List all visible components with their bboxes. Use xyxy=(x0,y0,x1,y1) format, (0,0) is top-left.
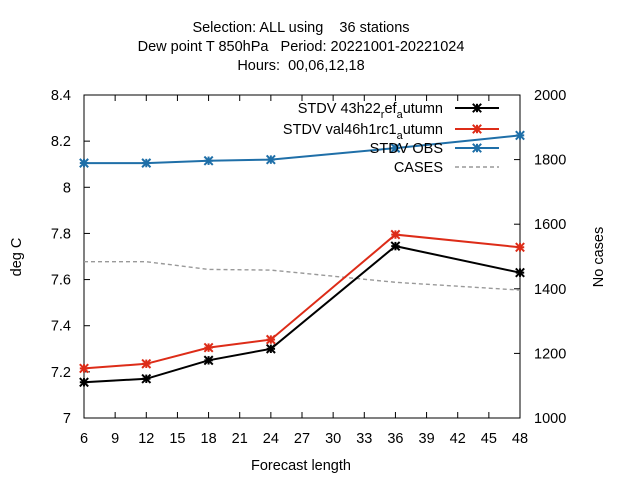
legend-label: CASES xyxy=(394,160,443,176)
y-tick-label: 7.8 xyxy=(51,226,71,242)
x-tick-label: 21 xyxy=(232,431,248,447)
legend-label: STDV val46h1rc1autumn xyxy=(283,122,443,142)
plot-frame xyxy=(83,94,521,419)
y-axis-label: deg C xyxy=(9,238,25,277)
legend-entry: STDV val46h1rc1autumn xyxy=(283,122,499,142)
series-point xyxy=(515,130,525,141)
x-axis-label: Forecast length xyxy=(251,458,351,474)
series-point xyxy=(79,377,89,388)
series-point xyxy=(515,267,525,278)
y2-tick-label: 1600 xyxy=(534,217,566,233)
y2-tick-label: 1200 xyxy=(534,346,566,362)
x-tick-label: 48 xyxy=(512,431,528,447)
x-tick-label: 15 xyxy=(169,431,185,447)
series-point xyxy=(265,343,276,354)
y-tick-label: 7 xyxy=(63,411,71,427)
series-point xyxy=(265,334,276,345)
series-point xyxy=(203,155,214,166)
x-axis-ticks: 6 9 12 15 18 21 24 27 30 33 36 39 42 45 48 xyxy=(80,95,528,447)
legend-label: STDV OBS xyxy=(370,141,443,157)
legend-entry: STDV OBS xyxy=(370,141,499,157)
y2-tick-label: 1000 xyxy=(534,411,566,427)
series-point xyxy=(390,241,401,252)
series-point xyxy=(390,143,401,153)
legend-label: STDV 43h22refautumn xyxy=(298,101,443,121)
series-3 xyxy=(84,261,521,291)
title-line-1: Selection: ALL using 36 stations xyxy=(192,20,409,36)
y-tick-label: 8.4 xyxy=(51,88,71,104)
series-point xyxy=(79,158,89,168)
title-line-3: Hours: 00,06,12,18 xyxy=(237,58,364,74)
x-tick-label: 18 xyxy=(201,431,217,447)
y-tick-label: 8.2 xyxy=(51,134,71,150)
y2-axis-label: No cases xyxy=(591,227,607,287)
legend-marker xyxy=(472,103,482,113)
series-point xyxy=(141,373,152,384)
x-tick-label: 30 xyxy=(325,431,341,447)
y2-axis-ticks: 1000 1200 1400 1600 1800 2000 xyxy=(514,88,566,427)
series-point xyxy=(79,363,89,374)
y-tick-label: 7.4 xyxy=(51,319,71,335)
y-tick-label: 7.2 xyxy=(51,365,71,381)
legend-entry: CASES xyxy=(394,160,499,176)
x-tick-label: 6 xyxy=(80,431,88,447)
x-tick-label: 9 xyxy=(111,431,119,447)
series-0 xyxy=(79,241,525,388)
legend-entry: STDV 43h22refautumn xyxy=(298,101,499,121)
y2-tick-label: 2000 xyxy=(534,88,566,104)
y-tick-label: 7.6 xyxy=(51,273,71,289)
x-tick-label: 39 xyxy=(419,431,435,447)
series-2 xyxy=(79,130,525,168)
series-layer xyxy=(79,130,525,388)
series-line xyxy=(84,261,521,291)
series-1 xyxy=(79,229,525,374)
x-tick-label: 42 xyxy=(450,431,466,447)
series-point xyxy=(265,154,276,165)
y2-tick-label: 1400 xyxy=(534,282,566,298)
x-tick-label: 24 xyxy=(263,431,279,447)
series-point xyxy=(203,342,214,353)
x-tick-label: 33 xyxy=(356,431,372,447)
x-tick-label: 36 xyxy=(387,431,403,447)
title-line-2: Dew point T 850hPa Period: 20221001-2022… xyxy=(138,39,465,55)
chart-title: Selection: ALL using 36 stations Dew poi… xyxy=(138,20,465,74)
y-axis-ticks: 7 7.2 7.4 7.6 7.8 8 8.2 8.4 xyxy=(51,88,90,427)
x-tick-label: 12 xyxy=(138,431,154,447)
x-tick-label: 27 xyxy=(294,431,310,447)
series-point xyxy=(390,229,401,240)
legend-marker xyxy=(472,143,482,153)
y-tick-label: 8 xyxy=(63,180,71,196)
series-point xyxy=(141,158,152,168)
series-point xyxy=(515,242,525,253)
y2-tick-label: 1800 xyxy=(534,153,566,169)
series-point xyxy=(203,355,214,366)
series-line xyxy=(83,245,521,384)
legend-marker xyxy=(472,124,482,134)
series-line xyxy=(84,134,521,165)
series-line xyxy=(83,233,521,370)
x-tick-label: 45 xyxy=(481,431,497,447)
series-point xyxy=(141,358,152,369)
